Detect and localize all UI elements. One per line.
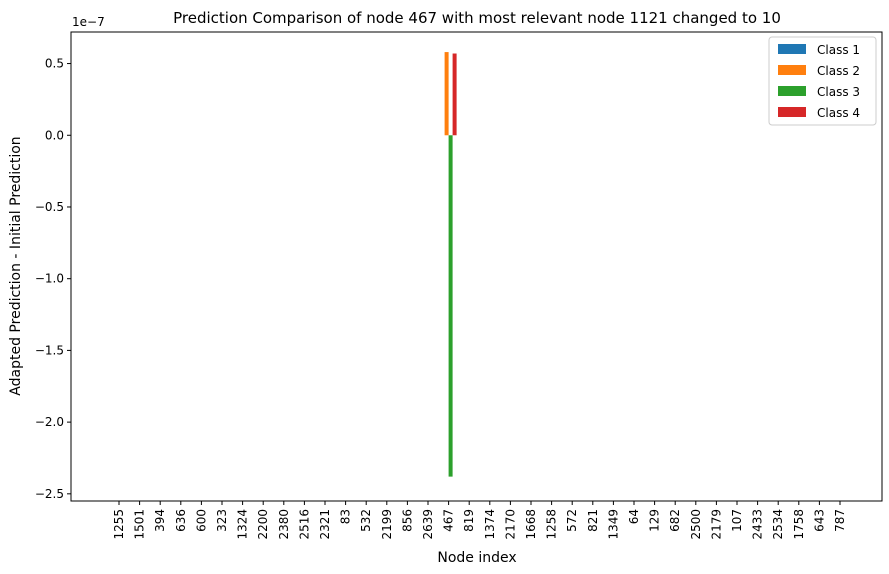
x-tick-label: 467 [442, 509, 456, 532]
y-axis-ticks: 0.5 0.0 −0.5 −1.0 −1.5 −2.0 −2.5 [35, 57, 71, 501]
legend-swatch [778, 107, 806, 117]
x-tick-label: 1501 [133, 509, 147, 540]
y-tick-label: 0.5 [45, 57, 64, 71]
legend-swatch [778, 44, 806, 54]
x-tick-label: 83 [339, 509, 353, 524]
legend-label: Class 3 [817, 85, 860, 99]
x-tick-label: 787 [833, 509, 847, 532]
legend-box [768, 36, 877, 126]
x-tick-label: 636 [174, 509, 188, 532]
legend-label: Class 2 [817, 64, 860, 78]
x-tick-label: 1374 [483, 509, 497, 540]
legend: Class 1 Class 2 Class 3 Class 4 [768, 36, 877, 126]
x-tick-label: 107 [730, 509, 744, 532]
x-tick-label: 819 [462, 509, 476, 532]
x-tick-label: 856 [400, 509, 414, 532]
legend-swatch [778, 86, 806, 96]
x-tick-label: 643 [812, 509, 826, 532]
legend-label: Class 1 [817, 43, 860, 57]
x-tick-label: 572 [565, 509, 579, 532]
bar-class-3-467 [448, 135, 453, 477]
x-tick-label: 2433 [751, 509, 765, 540]
x-tick-label: 2639 [421, 509, 435, 540]
x-tick-label: 2516 [297, 509, 311, 540]
x-tick-label: 2380 [277, 509, 291, 540]
x-tick-label: 129 [648, 509, 662, 532]
x-tick-label: 2170 [503, 509, 517, 540]
x-tick-label: 1349 [606, 509, 620, 540]
x-tick-label: 2179 [709, 509, 723, 540]
bar-class-2-467 [444, 52, 449, 136]
x-tick-label: 64 [627, 509, 641, 524]
y-tick-label: −2.0 [35, 415, 64, 429]
x-tick-label: 2500 [689, 509, 703, 540]
bar-class-4-467 [452, 53, 457, 136]
x-axis-label: Node index [437, 550, 516, 566]
y-tick-label: −0.5 [35, 200, 64, 214]
x-tick-label: 1668 [524, 509, 538, 540]
y-tick-label: −1.5 [35, 343, 64, 357]
x-tick-label: 2199 [380, 509, 394, 540]
y-tick-label: −1.0 [35, 272, 64, 286]
x-tick-label: 1255 [112, 509, 126, 540]
x-tick-label: 1258 [545, 509, 559, 540]
x-tick-label: 1324 [236, 509, 250, 540]
y-axis-offset-label: 1e−7 [72, 15, 105, 29]
legend-label: Class 4 [817, 106, 860, 120]
legend-swatch [778, 65, 806, 75]
x-tick-label: 600 [194, 509, 208, 532]
x-tick-label: 323 [215, 509, 229, 532]
x-tick-label: 682 [668, 509, 682, 532]
x-tick-label: 2534 [771, 509, 785, 540]
x-tick-label: 532 [359, 509, 373, 532]
y-tick-label: 0.0 [45, 128, 64, 142]
x-tick-label: 2200 [256, 509, 270, 540]
axes-frame [70, 31, 883, 502]
y-tick-label: −2.5 [35, 487, 64, 501]
x-tick-label: 394 [153, 509, 167, 532]
x-axis-ticks: 1255 1501 394 636 600 323 1324 2200 2380 2516 2321… [112, 501, 847, 540]
chart-title: Prediction Comparison of node 467 with m… [173, 9, 781, 27]
x-tick-label: 821 [586, 509, 600, 532]
y-axis-label: Adapted Prediction - Initial Prediction [8, 136, 24, 395]
plot-area [70, 31, 883, 502]
x-tick-label: 2321 [318, 509, 332, 540]
x-tick-label: 1758 [792, 509, 806, 540]
